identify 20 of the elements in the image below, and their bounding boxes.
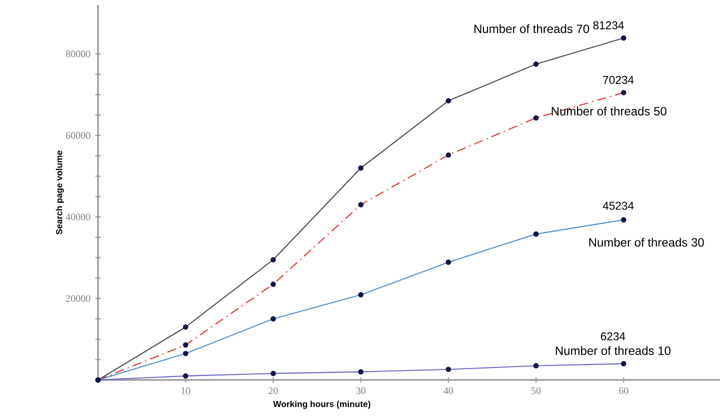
x-tick-label: 30 [356, 387, 366, 394]
series-label: Number of threads 10 [556, 346, 670, 355]
x-tick-label: 40 [444, 387, 454, 394]
series-label: Number of threads 50 [552, 106, 666, 116]
y-tick-label: 80000 [66, 50, 90, 58]
y-axis-title: Search page volume [56, 150, 64, 234]
x-tick-label: 60 [619, 387, 628, 394]
annotation: 45234 [602, 202, 634, 210]
x-tick-label: 10 [181, 387, 190, 394]
y-tick-label: 60000 [66, 132, 90, 139]
y-tick-label: 20000 [66, 295, 90, 302]
x-axis-title: Working hours (minute) [273, 400, 370, 409]
annotation: 6234 [600, 332, 626, 340]
series-label: Number of threads 30 [589, 238, 704, 247]
annotation: 81234 [593, 21, 624, 30]
y-tick-label: 40000 [66, 214, 90, 220]
series-label: Number of threads 70 [474, 24, 590, 34]
x-tick-label: 20 [268, 387, 278, 394]
x-tick-label: 50 [532, 387, 541, 394]
annotation: 70234 [603, 76, 634, 84]
